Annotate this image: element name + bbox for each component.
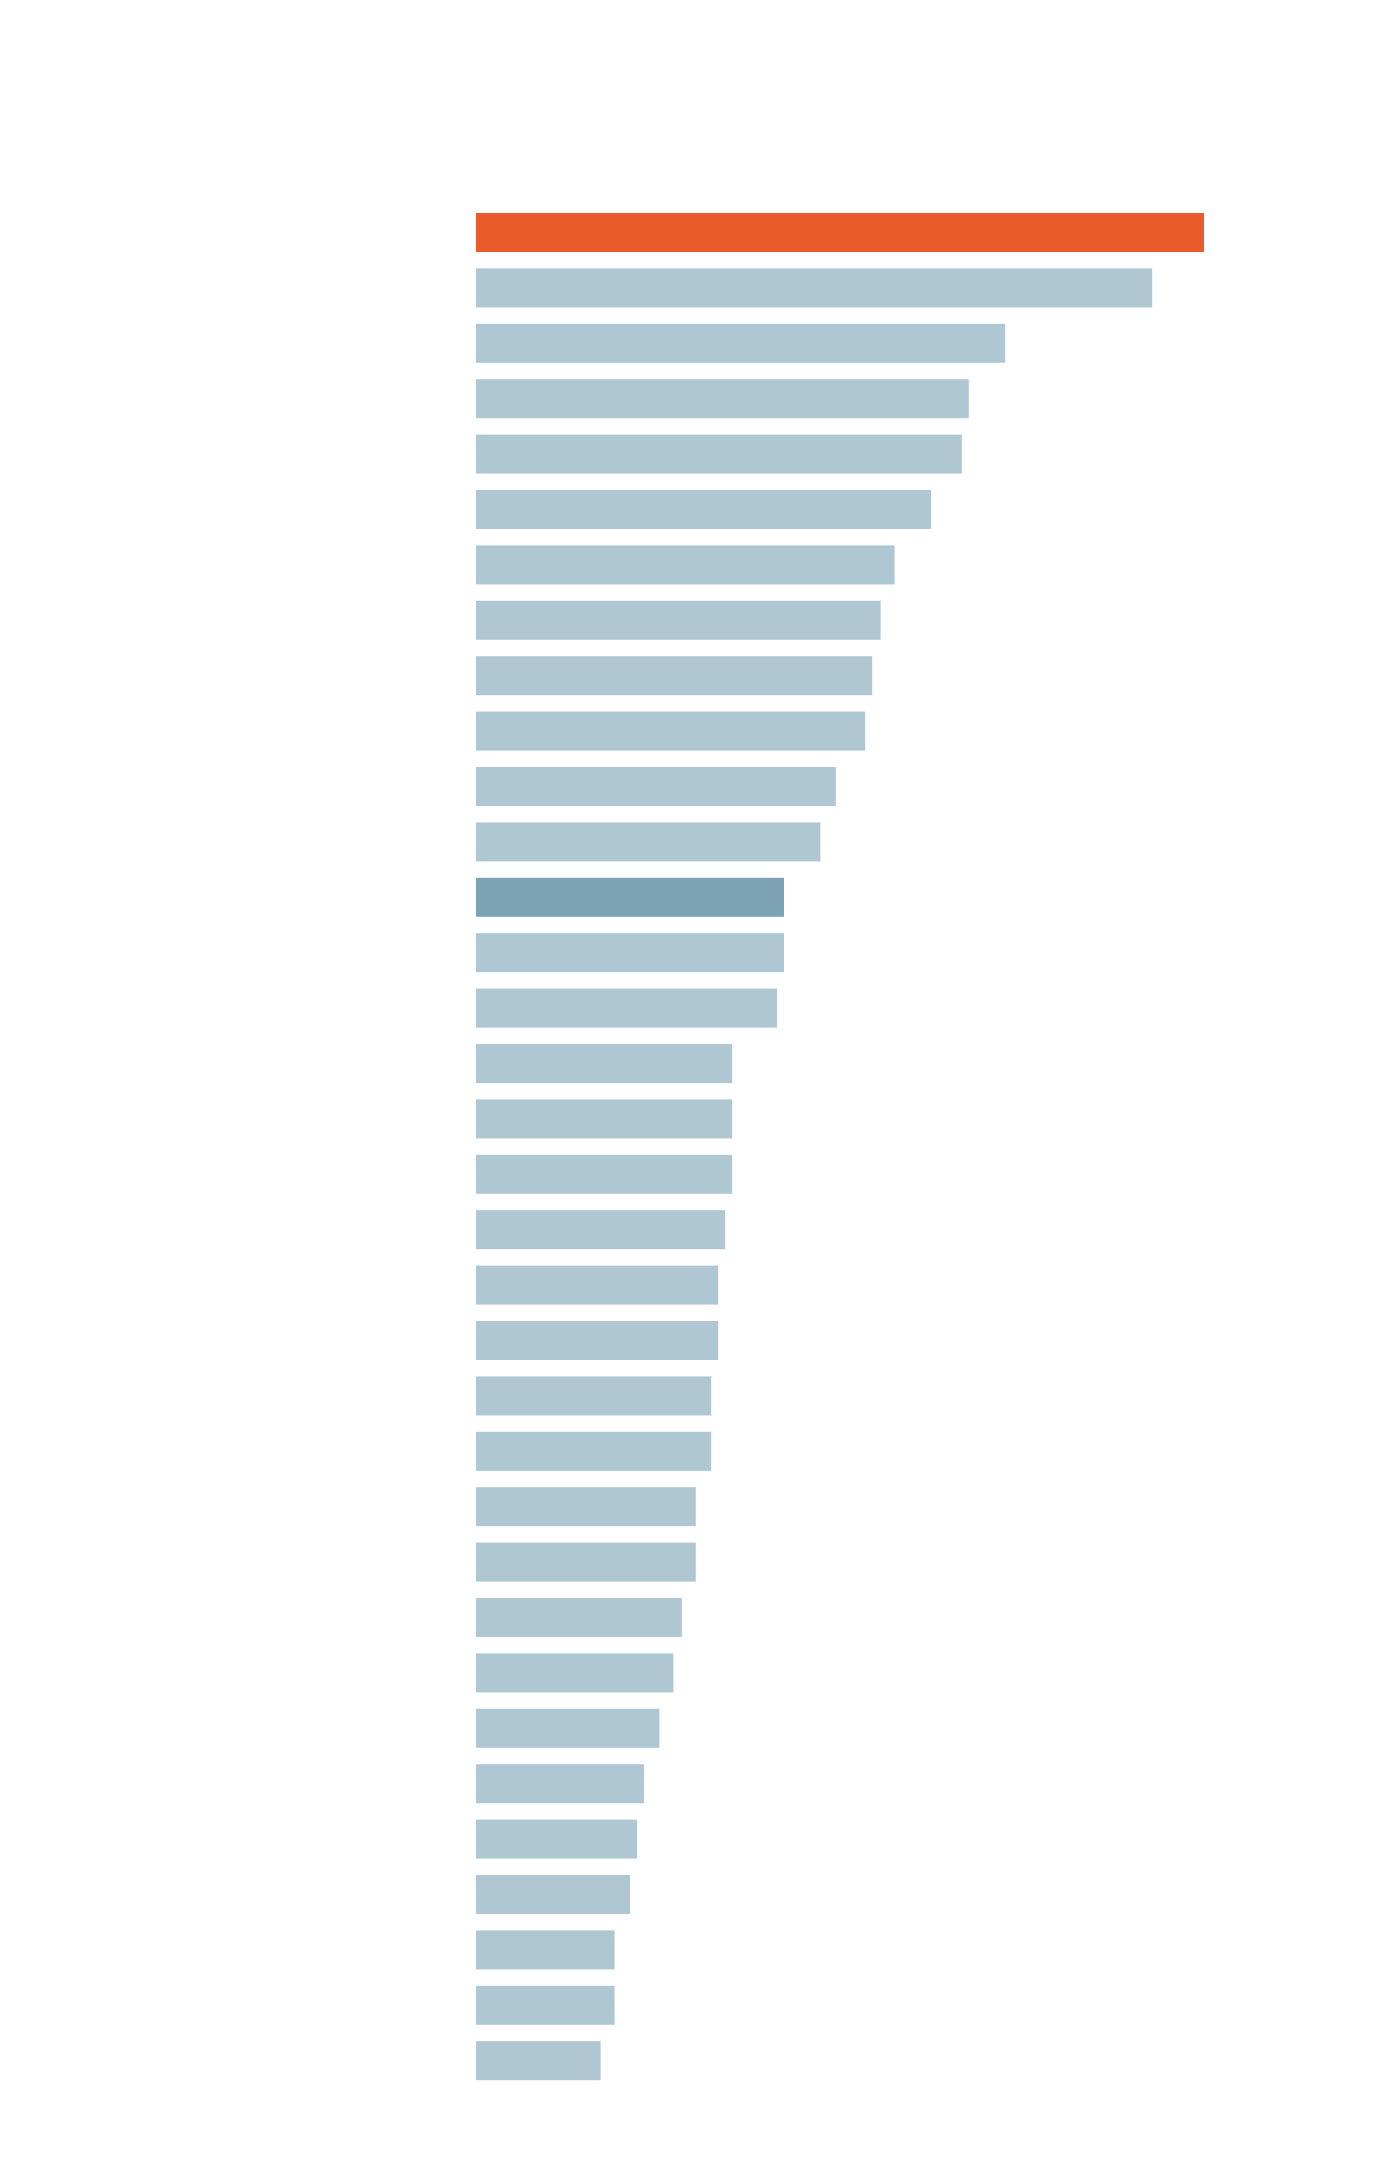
- bar: [476, 323, 1006, 363]
- bar: [476, 1044, 733, 1083]
- bar: [476, 1099, 733, 1139]
- bar: [476, 933, 784, 973]
- bar: [476, 379, 969, 419]
- bar: [476, 1653, 674, 1693]
- bar: [476, 767, 836, 806]
- bar: [476, 1764, 644, 1804]
- bar: [476, 1598, 682, 1637]
- bar: [476, 1265, 719, 1305]
- bar: [476, 1431, 712, 1471]
- bar: [476, 600, 881, 640]
- bar: [476, 1376, 712, 1416]
- bar: [476, 1154, 733, 1194]
- bar: [476, 1210, 726, 1250]
- bar: [476, 268, 1153, 308]
- bar: [476, 1321, 719, 1360]
- bar: [476, 1930, 615, 1970]
- bar: [476, 2041, 601, 2081]
- bar: [476, 1819, 637, 1859]
- bar: [476, 711, 866, 751]
- bar: [476, 988, 777, 1028]
- bar: [476, 490, 931, 529]
- bar: [476, 213, 1204, 252]
- bar: [476, 1542, 696, 1582]
- bar: [476, 656, 873, 696]
- bar: [476, 877, 784, 917]
- bar: [476, 1985, 615, 2025]
- bar: [476, 434, 962, 474]
- bar: [476, 545, 895, 585]
- bar: [476, 1708, 660, 1748]
- bar: [476, 822, 821, 862]
- bar: [476, 1875, 630, 1914]
- bar: [476, 1487, 696, 1527]
